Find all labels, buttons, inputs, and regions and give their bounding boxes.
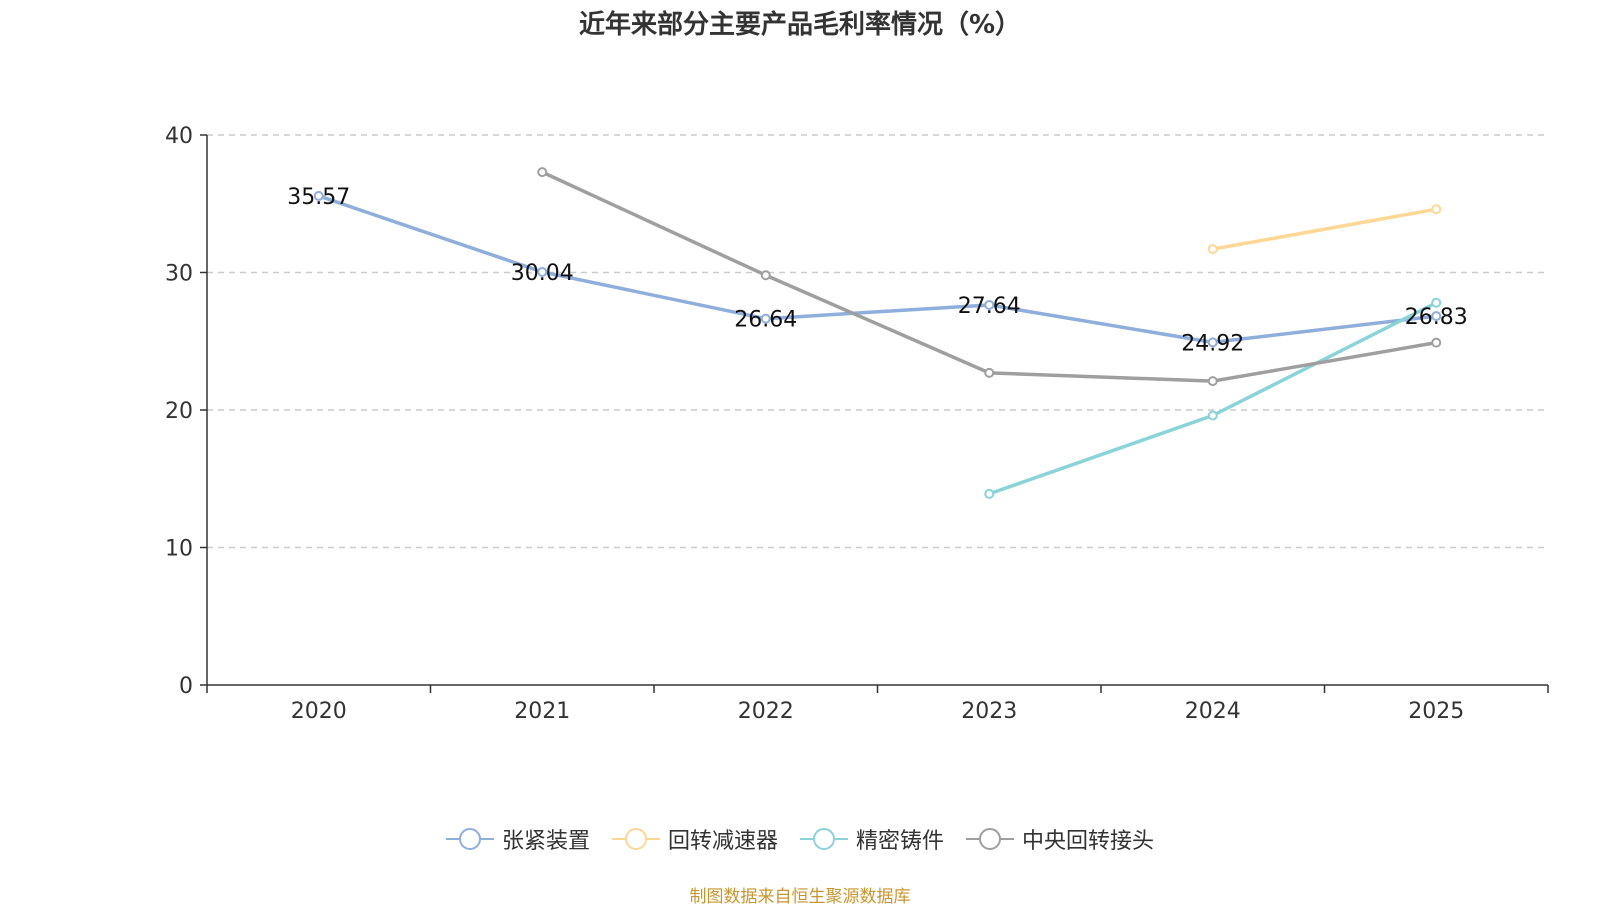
x-tick-label: 2025 xyxy=(1408,699,1464,724)
series-2 xyxy=(984,297,1442,499)
legend-item[interactable]: 张紧装置 xyxy=(445,823,590,855)
x-tick-label: 2024 xyxy=(1185,699,1241,724)
x-tick-label: 2020 xyxy=(291,699,347,724)
data-label: 26.83 xyxy=(1405,305,1468,330)
data-point[interactable] xyxy=(537,167,548,178)
data-point[interactable] xyxy=(760,270,771,281)
series-line xyxy=(541,170,1437,383)
data-point[interactable] xyxy=(1431,311,1442,322)
legend: 张紧装置 回转减速器 精密铸件 中央回转接头 xyxy=(0,823,1600,855)
series-lines xyxy=(313,167,1442,499)
y-tick-label: 20 xyxy=(165,399,193,424)
series-0 xyxy=(313,190,1442,348)
x-tick-label: 2023 xyxy=(961,699,1017,724)
y-tick-label: 40 xyxy=(165,124,193,149)
data-label: 27.64 xyxy=(958,294,1021,319)
data-label: 24.92 xyxy=(1181,331,1244,356)
legend-item[interactable]: 精密铸件 xyxy=(800,823,944,855)
data-point[interactable] xyxy=(1207,410,1218,421)
y-tick-label: 10 xyxy=(165,537,193,562)
legend-label: 回转减速器 xyxy=(667,829,778,854)
data-point[interactable] xyxy=(760,313,771,324)
data-label: 35.57 xyxy=(287,185,350,210)
series-line xyxy=(1212,207,1437,251)
data-point[interactable] xyxy=(1431,297,1442,308)
legend-label: 精密铸件 xyxy=(856,829,945,854)
axes: 0 10 20 30 40 2020 2021 2022 2023 2024 2025 xyxy=(165,124,1549,724)
series-3 xyxy=(537,167,1442,387)
data-point[interactable] xyxy=(984,488,995,499)
data-label: 26.64 xyxy=(734,308,797,333)
series-line xyxy=(318,194,1437,345)
data-point[interactable] xyxy=(1431,204,1442,215)
source-note: 制图数据来自恒生聚源数据库 xyxy=(689,887,911,907)
y-tick-label: 0 xyxy=(179,674,193,699)
data-point[interactable] xyxy=(1207,244,1218,255)
y-tick-label: 30 xyxy=(165,262,193,287)
data-label: 30.04 xyxy=(511,261,574,286)
x-tick-label: 2022 xyxy=(738,699,794,724)
series-1 xyxy=(1207,204,1442,255)
legend-marker-icon xyxy=(966,828,1015,850)
data-point[interactable] xyxy=(1207,337,1218,348)
data-point[interactable] xyxy=(984,367,995,378)
legend-marker-icon xyxy=(611,828,660,850)
data-point[interactable] xyxy=(1431,337,1442,348)
legend-label: 中央回转接头 xyxy=(1022,829,1155,854)
data-point[interactable] xyxy=(537,266,548,277)
data-labels: 35.57 30.04 26.64 27.64 24.92 26.83 xyxy=(287,185,1467,356)
legend-marker-icon xyxy=(800,828,848,850)
legend-marker-icon xyxy=(445,828,494,850)
legend-item[interactable]: 中央回转接头 xyxy=(966,823,1154,855)
legend-item[interactable]: 回转减速器 xyxy=(611,823,778,855)
data-point[interactable] xyxy=(313,190,324,201)
chart-title: 近年来部分主要产品毛利率情况（%） xyxy=(578,10,1022,40)
legend-label: 张紧装置 xyxy=(501,829,590,854)
x-tick-label: 2021 xyxy=(514,699,570,724)
gridlines xyxy=(207,134,1548,549)
data-point[interactable] xyxy=(1207,376,1218,387)
data-point[interactable] xyxy=(984,299,995,310)
